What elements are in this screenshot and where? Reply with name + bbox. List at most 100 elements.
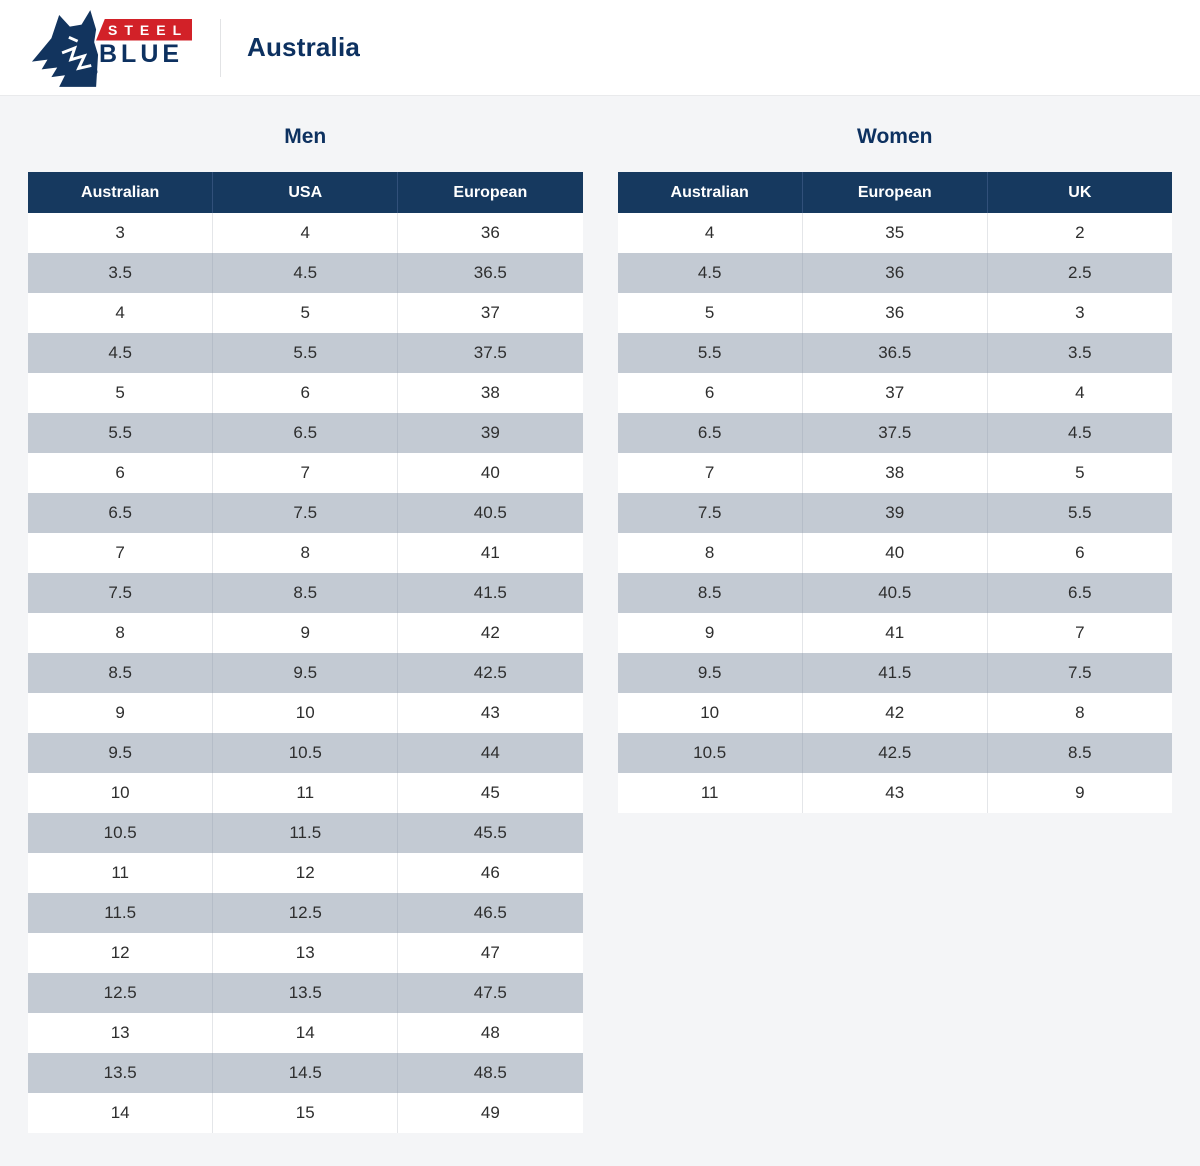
size-cell: 37.5 [397, 333, 583, 373]
size-cell: 11.5 [212, 813, 398, 853]
size-row: 4.5 5.5 37.5 [28, 333, 583, 373]
size-row: 12 13 47 [28, 933, 583, 973]
size-cell: 6 [115, 463, 125, 482]
size-cell: 7 [115, 543, 125, 562]
size-cell: 45 [397, 773, 583, 813]
size-cell: 7.5 [212, 493, 398, 533]
brand-band: STEEL BLUE ® Australia [0, 0, 1200, 96]
size-cell: 8 [704, 543, 715, 562]
size-cell: 43 [397, 693, 583, 733]
size-row: 10.5 42.5 8.5 [617, 733, 1172, 773]
size-cell: 4 [704, 223, 715, 242]
size-row: 5 36 3 [618, 293, 1172, 333]
size-row: 6.5 37.5 4.5 [617, 413, 1172, 453]
size-cell: 8 [212, 533, 398, 573]
size-cell: 4.5 [986, 413, 1172, 453]
wolf-head-icon [31, 9, 99, 87]
size-cell: 35 [801, 213, 988, 253]
size-row: 9.5 41.5 7.5 [617, 653, 1172, 693]
size-cell: 7 [212, 453, 398, 493]
column-header: European [801, 172, 988, 213]
size-cell: 37 [397, 293, 583, 333]
size-cell: 36 [397, 213, 583, 253]
size-row: 7 38 5 [618, 453, 1172, 493]
size-cell: 7 [704, 463, 715, 482]
size-cell: 39 [801, 493, 988, 533]
size-cell: 6 [704, 383, 715, 402]
logo-blue-label: BLUE [99, 39, 184, 68]
size-row: 10 42 8 [618, 693, 1172, 733]
size-cell: 38 [397, 373, 583, 413]
size-cell: 3 [115, 223, 125, 242]
size-cell: 10 [212, 693, 398, 733]
size-cell: 10.5 [212, 733, 398, 773]
size-row: 6 37 4 [618, 373, 1172, 413]
size-cell: 40 [397, 453, 583, 493]
size-cell: 6 [986, 533, 1172, 573]
size-cell: 43 [801, 773, 988, 813]
size-cell: 2.5 [986, 253, 1172, 293]
size-row: 5.5 36.5 3.5 [617, 333, 1172, 373]
size-cell: 5.5 [212, 333, 398, 373]
region-title: Australia [247, 32, 361, 62]
size-row: 11.5 12.5 46.5 [28, 893, 583, 933]
size-cell: 6 [212, 373, 398, 413]
size-cell: 45.5 [397, 813, 583, 853]
size-cell: 6.5 [28, 493, 213, 533]
size-cell: 7.5 [986, 653, 1172, 693]
size-cell: 38 [801, 453, 988, 493]
size-cell: 8 [115, 623, 125, 642]
size-cell: 36 [801, 293, 988, 333]
size-row: 7.5 8.5 41.5 [28, 573, 583, 613]
size-cell: 5 [986, 453, 1172, 493]
size-cell: 5 [212, 293, 398, 333]
size-cell: 7.5 [28, 573, 213, 613]
size-cell: 36.5 [801, 333, 988, 373]
size-cell: 8.5 [212, 573, 398, 613]
size-row: 3 4 36 [28, 213, 583, 253]
size-cell: 13.5 [28, 1053, 213, 1093]
column-header: USA [212, 172, 398, 213]
size-cell: 15 [212, 1093, 398, 1133]
size-row: 6 7 40 [28, 453, 583, 493]
size-cell: 11 [212, 773, 398, 813]
size-row: 9 10 43 [28, 693, 583, 733]
size-cell: 42 [801, 693, 988, 733]
size-cell: 6.5 [617, 413, 803, 453]
size-row: 9 41 7 [618, 613, 1172, 653]
size-cell: 37 [801, 373, 988, 413]
men-section-title: Men [284, 125, 327, 148]
size-row: 6.5 7.5 40.5 [28, 493, 583, 533]
size-row: 4 35 2 [618, 213, 1172, 253]
size-row: 5 6 38 [28, 373, 583, 413]
size-cell: 4.5 [212, 253, 398, 293]
size-cell: 42.5 [397, 653, 583, 693]
men-size-table: Australian USA European 3 4 36 3.5 4.5 36.5 4 5 37… [28, 172, 583, 1133]
size-cell: 48 [397, 1013, 583, 1053]
steel-blue-logo[interactable]: STEEL BLUE ® [30, 9, 192, 87]
size-cell: 11.5 [28, 893, 213, 933]
size-cell: 41.5 [801, 653, 988, 693]
size-cell: 10 [700, 703, 720, 722]
size-cell: 42.5 [801, 733, 988, 773]
women-table-header: Australian European UK [617, 172, 1172, 213]
size-cell: 42 [397, 613, 583, 653]
women-size-table: Australian European UK 4 35 2 4.5 36 2.5 5 36 3 5.5… [617, 172, 1172, 813]
logo-steel-label: STEEL [96, 18, 192, 41]
size-cell: 8.5 [986, 733, 1172, 773]
size-cell: 6.5 [212, 413, 398, 453]
size-cell: 9.5 [28, 733, 213, 773]
size-cell: 5 [704, 303, 715, 322]
size-cell: 40 [801, 533, 988, 573]
size-row: 13.5 14.5 48.5 [28, 1053, 583, 1093]
size-row: 10 11 45 [28, 773, 583, 813]
size-cell: 12.5 [28, 973, 213, 1013]
size-row: 4.5 36 2.5 [617, 253, 1172, 293]
size-cell: 3.5 [986, 333, 1172, 373]
size-cell: 9 [986, 773, 1172, 813]
column-header: Australian [28, 172, 213, 213]
size-cell: 7 [986, 613, 1172, 653]
size-cell: 40.5 [397, 493, 583, 533]
size-cell: 36 [801, 253, 988, 293]
size-row: 5.5 6.5 39 [28, 413, 583, 453]
